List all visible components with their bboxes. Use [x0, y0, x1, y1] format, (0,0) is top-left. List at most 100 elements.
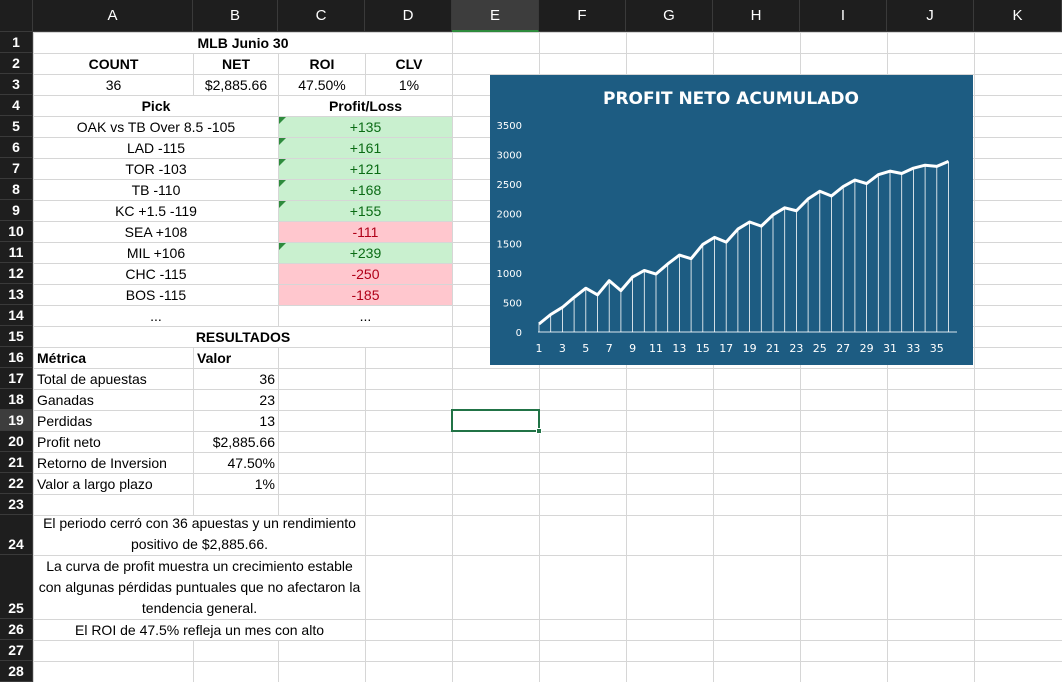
- row-header[interactable]: 23: [0, 494, 33, 515]
- column-header[interactable]: F: [539, 0, 626, 32]
- comment-marker: [279, 180, 286, 187]
- row-header[interactable]: 15: [0, 326, 33, 347]
- column-header[interactable]: D: [365, 0, 452, 32]
- row-header[interactable]: 2: [0, 53, 33, 74]
- cell[interactable]: KC +1.5 -119: [34, 201, 278, 221]
- row-header[interactable]: 25: [0, 555, 33, 619]
- cell[interactable]: MLB Junio 30: [34, 33, 452, 53]
- column-header[interactable]: H: [713, 0, 800, 32]
- row-header[interactable]: 7: [0, 158, 33, 179]
- cell[interactable]: 36: [34, 75, 193, 95]
- cell[interactable]: SEA +108: [34, 222, 278, 242]
- row-header[interactable]: 5: [0, 116, 33, 137]
- cell[interactable]: Valor: [194, 348, 278, 368]
- cell[interactable]: Perdidas: [34, 411, 193, 431]
- cell[interactable]: Retorno de Inversion: [34, 453, 193, 473]
- column-header[interactable]: C: [278, 0, 365, 32]
- row-header[interactable]: 19: [0, 410, 33, 431]
- cell[interactable]: -111: [279, 222, 452, 242]
- cell[interactable]: ...: [279, 306, 452, 326]
- column-header[interactable]: E: [452, 0, 539, 32]
- cell[interactable]: 13: [194, 411, 278, 431]
- column-header[interactable]: J: [887, 0, 974, 32]
- row-header[interactable]: 16: [0, 347, 33, 368]
- row-header[interactable]: 24: [0, 515, 33, 555]
- cell[interactable]: COUNT: [34, 54, 193, 74]
- cell[interactable]: CLV: [366, 54, 452, 74]
- y-tick-label: 2000: [497, 210, 522, 221]
- cell[interactable]: Pick: [34, 96, 278, 116]
- cell[interactable]: ROI: [279, 54, 365, 74]
- row-header[interactable]: 26: [0, 619, 33, 640]
- x-tick-label: 19: [743, 342, 757, 355]
- row-header[interactable]: 1: [0, 32, 33, 53]
- cell[interactable]: +161: [279, 138, 452, 158]
- row-header[interactable]: 27: [0, 640, 33, 661]
- cell[interactable]: $2,885.66: [194, 75, 278, 95]
- cell[interactable]: +121: [279, 159, 452, 179]
- row-header[interactable]: 3: [0, 74, 33, 95]
- cell[interactable]: BOS -115: [34, 285, 278, 305]
- row-header[interactable]: 14: [0, 305, 33, 326]
- cell[interactable]: Métrica: [34, 348, 193, 368]
- cell[interactable]: OAK vs TB Over 8.5 -105: [34, 117, 278, 137]
- y-tick-label: 2500: [497, 180, 522, 191]
- chart[interactable]: PROFIT NETO ACUMULADO 0 500 1000 1500 2000 250…: [490, 75, 973, 365]
- row-header[interactable]: 10: [0, 221, 33, 242]
- cell[interactable]: Total de apuestas: [34, 369, 193, 389]
- x-tick-label: 33: [906, 342, 920, 355]
- row-header[interactable]: 17: [0, 368, 33, 389]
- row-header[interactable]: 6: [0, 137, 33, 158]
- cell[interactable]: Ganadas: [34, 390, 193, 410]
- column-header[interactable]: K: [974, 0, 1062, 32]
- cell[interactable]: $2,885.66: [194, 432, 278, 452]
- cell[interactable]: RESULTADOS: [34, 327, 452, 347]
- cell[interactable]: 47.50%: [279, 75, 365, 95]
- row-header[interactable]: 22: [0, 473, 33, 494]
- cell[interactable]: -250: [279, 264, 452, 284]
- row-header[interactable]: 28: [0, 661, 33, 682]
- row-header[interactable]: 11: [0, 242, 33, 263]
- row-header[interactable]: 21: [0, 452, 33, 473]
- row-header[interactable]: 20: [0, 431, 33, 452]
- cell[interactable]: CHC -115: [34, 264, 278, 284]
- cell[interactable]: 1%: [366, 75, 452, 95]
- cell[interactable]: +239: [279, 243, 452, 263]
- x-tick-label: 13: [672, 342, 686, 355]
- cell[interactable]: 23: [194, 390, 278, 410]
- cell[interactable]: TB -110: [34, 180, 278, 200]
- row-header[interactable]: 8: [0, 179, 33, 200]
- column-header[interactable]: G: [626, 0, 713, 32]
- cell[interactable]: Valor a largo plazo: [34, 474, 193, 494]
- cell[interactable]: +155: [279, 201, 452, 221]
- cell[interactable]: El periodo cerró con 36 apuestas y un re…: [34, 516, 365, 555]
- gridline: [974, 0, 975, 682]
- row-header[interactable]: 9: [0, 200, 33, 221]
- cell[interactable]: +168: [279, 180, 452, 200]
- cell[interactable]: 47.50%: [194, 453, 278, 473]
- cell[interactable]: Profit/Loss: [279, 96, 452, 116]
- row-header[interactable]: 13: [0, 284, 33, 305]
- cell[interactable]: -185: [279, 285, 452, 305]
- cell[interactable]: MIL +106: [34, 243, 278, 263]
- row-header[interactable]: 4: [0, 95, 33, 116]
- cell[interactable]: El ROI de 47.5% refleja un mes con alto: [34, 620, 365, 640]
- cell[interactable]: La curva de profit muestra un crecimient…: [34, 556, 365, 619]
- column-header[interactable]: I: [800, 0, 887, 32]
- gridline: [0, 555, 1062, 556]
- selected-cell[interactable]: [451, 409, 540, 432]
- cell[interactable]: ...: [34, 306, 278, 326]
- cell[interactable]: NET: [194, 54, 278, 74]
- cell[interactable]: TOR -103: [34, 159, 278, 179]
- comment-marker: [279, 138, 286, 145]
- row-header[interactable]: 18: [0, 389, 33, 410]
- cell[interactable]: LAD -115: [34, 138, 278, 158]
- cell[interactable]: +135: [279, 117, 452, 137]
- cell[interactable]: Profit neto: [34, 432, 193, 452]
- cell[interactable]: 1%: [194, 474, 278, 494]
- cell[interactable]: 36: [194, 369, 278, 389]
- row-header[interactable]: 12: [0, 263, 33, 284]
- column-header[interactable]: B: [193, 0, 278, 32]
- column-header[interactable]: A: [33, 0, 193, 32]
